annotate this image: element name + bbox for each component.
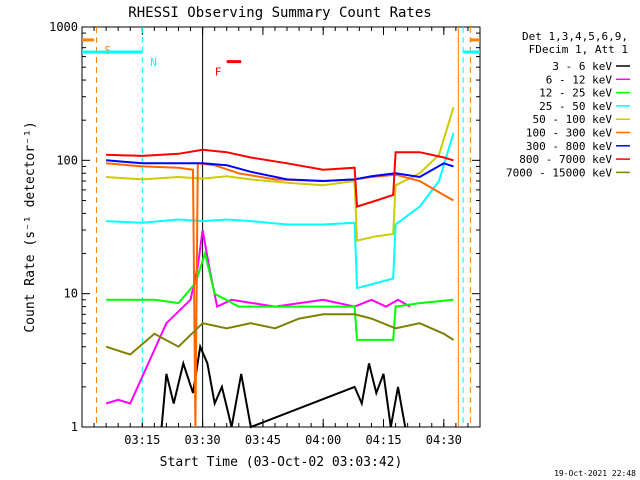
y-axis: 1 10 100 1000 <box>49 20 480 434</box>
y-tick-label: 1000 <box>49 20 78 34</box>
y-axis-label: Count Rate (s⁻¹ detector⁻¹) <box>23 121 38 332</box>
y-tick-label: 100 <box>56 153 78 167</box>
series-line <box>106 249 454 341</box>
legend-header: Det 1,3,4,5,6,9, <box>522 30 628 43</box>
series-layer <box>105 107 455 429</box>
legend-label: 7000 - 15000 keV <box>506 166 612 179</box>
series-line <box>160 343 407 429</box>
legend-label: 100 - 300 keV <box>526 127 612 140</box>
x-tick-label: 04:30 <box>426 433 462 447</box>
x-tick-label: 04:00 <box>305 433 341 447</box>
x-axis: 03:15 03:30 03:45 04:00 04:15 04:30 <box>93 27 469 447</box>
x-tick-label: 03:30 <box>185 433 221 447</box>
y-tick-label: 10 <box>64 287 78 301</box>
legend-label: 6 - 12 keV <box>546 73 613 86</box>
vertical-markers <box>95 27 471 427</box>
legend-label: 25 - 50 keV <box>539 100 612 113</box>
legend-label: 12 - 25 keV <box>539 87 612 100</box>
series-line <box>106 132 455 290</box>
x-tick-label: 04:15 <box>365 433 401 447</box>
flags-layer: S N F <box>82 38 480 79</box>
legend-label: 300 - 800 keV <box>526 140 612 153</box>
legend-label: 50 - 100 keV <box>533 113 613 126</box>
series-line <box>106 159 454 183</box>
x-tick-label: 03:45 <box>245 433 281 447</box>
x-axis-label: Start Time (03-Oct-02 03:03:42) <box>160 455 403 470</box>
series-line <box>106 107 455 242</box>
series-line <box>105 229 411 405</box>
series-line <box>106 148 454 208</box>
series-line <box>106 162 454 428</box>
flag-label: N <box>150 56 157 69</box>
chart-title: RHESSI Observing Summary Count Rates <box>128 5 431 21</box>
legend: Det 1,3,4,5,6,9,FDecim 1, Att 1 3 - 6 keV… <box>506 30 630 179</box>
legend-header: FDecim 1, Att 1 <box>529 43 628 56</box>
timestamp: 19-Oct-2021 22:48 <box>554 469 636 478</box>
plot-frame <box>81 26 481 428</box>
y-tick-label: 1 <box>71 420 78 434</box>
flag-label: S <box>104 44 111 57</box>
x-tick-label: 03:15 <box>124 433 160 447</box>
flag-label: F <box>215 66 222 79</box>
legend-label: 3 - 6 keV <box>552 60 612 73</box>
plot-area: 1 10 100 1000 03:15 03:30 03:45 04:00 04:15 04:3… <box>49 20 481 447</box>
series-line <box>105 313 455 356</box>
legend-label: 800 - 7000 keV <box>519 153 612 166</box>
